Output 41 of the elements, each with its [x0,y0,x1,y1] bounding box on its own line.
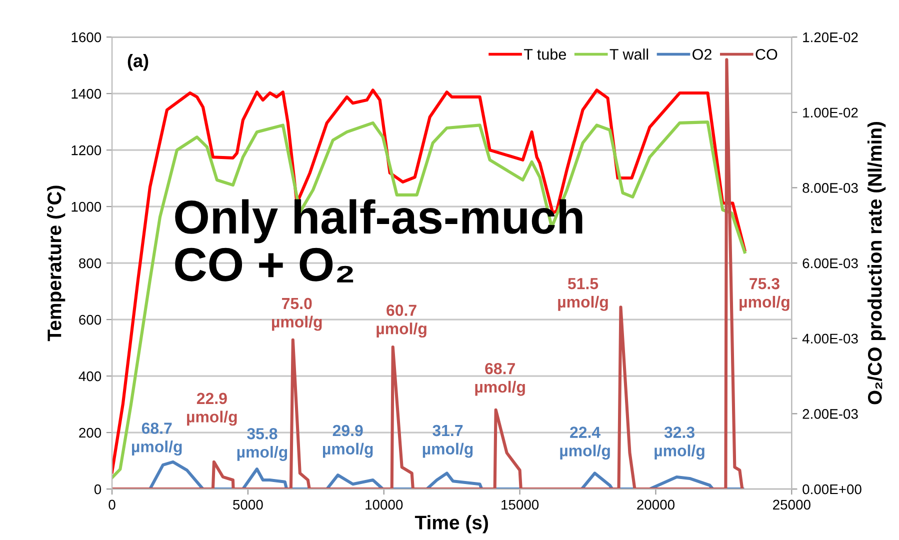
x-tick-label: 10000 [366,500,403,510]
annotation: 35.8 µmol/g [237,428,288,461]
y2-tick-label: 2.00E-03 [802,409,858,419]
legend-label: T tube [524,48,566,60]
x-tick-label: 5000 [233,500,263,510]
annotation: 68.7 µmol/g [475,362,525,396]
y-tick-label: 600 [79,314,102,325]
annotation: (a) [128,54,148,71]
annotation: 60.7 µmol/g [376,304,426,338]
y2-axis-title: O₂/CO production rate (Nl/min) [867,122,886,404]
annotation: 31.7 µmol/g [422,424,473,458]
x-axis-title: Time (s) [414,515,488,534]
y2-tick-label: 1.00E-02 [803,108,858,118]
annotation: 32.3 µmol/g [654,426,704,460]
annotation: 22.9 µmol/g [187,392,237,426]
annotation: 29.9 µmol/g [323,424,373,458]
y2-tick-label: 4.00E-03 [802,334,858,344]
x-tick-label: 25000 [773,500,810,510]
annotation: 68.7 µmol/g [132,422,182,456]
y-tick-label: 1000 [72,202,102,212]
x-tick-label: 15000 [502,500,539,510]
y-tick-label: 200 [79,428,102,438]
legend-label: CO [756,48,778,60]
y-tick-label: 1400 [72,88,102,99]
y-tick-label: 1200 [72,145,102,156]
y-tick-label: 800 [79,258,102,268]
annotation: 75.0 µmol/g [272,298,322,331]
y-tick-label: 0 [94,484,102,494]
y-tick-label: 1600 [72,32,102,42]
annotation: 75.3 µmol/g [740,278,790,311]
legend-label: T wall [610,48,648,60]
y2-tick-label: 1.20E-02 [803,32,858,42]
y2-tick-label: 0.00E+00 [802,484,862,494]
y2-tick-label: 6.00E-03 [802,258,858,268]
y-tick-label: 400 [78,371,102,382]
legend-label: O2 [692,48,712,60]
annotation: 22.4 µmol/g [560,426,610,460]
y-axis-title: Temperature (°C) [47,186,66,342]
x-tick-label: 0 [108,500,116,510]
y2-tick-label: 8.00E-03 [802,183,858,193]
x-tick-label: 20000 [637,500,674,510]
